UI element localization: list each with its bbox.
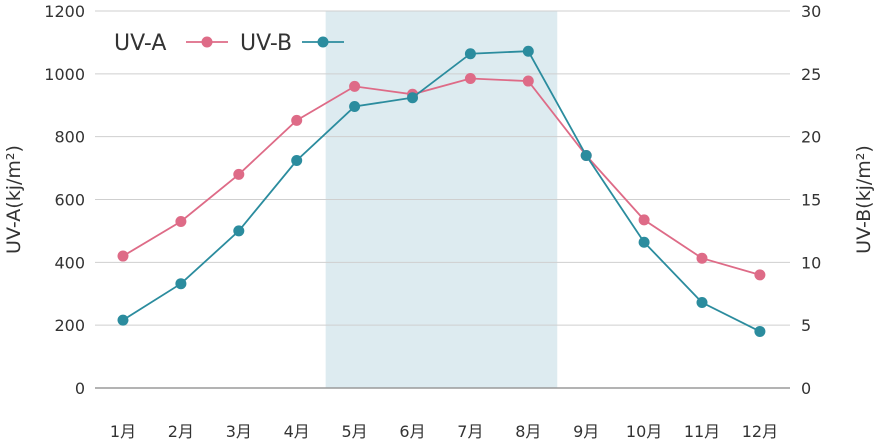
legend-label-uv-b: UV-B (240, 31, 292, 56)
x-tick-label: 2月 (168, 422, 194, 441)
data-point-uv-a (638, 214, 650, 226)
data-point-uv-a (696, 252, 708, 264)
axis-labels: 0 200 400 600 800 1000 1200 0 5 10 15 20 25 30 1月 2月 3月 4… (3, 2, 875, 441)
data-point-uv-a (349, 80, 361, 92)
data-point-uv-a (291, 114, 303, 126)
y-right-tick-label: 25 (801, 65, 821, 84)
x-tick-label: 7月 (457, 422, 483, 441)
y-left-tick-label: 400 (54, 253, 85, 272)
y-right-tick-label: 20 (801, 128, 821, 147)
legend-marker-uv-a (201, 36, 213, 48)
data-point-uv-a (754, 269, 766, 281)
x-tick-label: 3月 (226, 422, 252, 441)
legend: UV-A UV-B (114, 31, 344, 56)
y-left-tick-label: 1000 (44, 65, 85, 84)
data-point-uv-b (522, 45, 534, 57)
data-point-uv-a (117, 250, 129, 262)
data-point-uv-b (233, 225, 245, 237)
legend-marker-uv-b (317, 36, 329, 48)
data-point-uv-b (464, 48, 476, 60)
data-point-uv-b (349, 101, 361, 113)
y-right-tick-label: 15 (801, 191, 821, 210)
y-left-tick-label: 1200 (44, 2, 85, 21)
data-point-uv-b (580, 150, 592, 162)
legend-label-uv-a: UV-A (114, 31, 166, 56)
y-left-tick-label: 800 (54, 128, 85, 147)
data-point-uv-b (117, 314, 129, 326)
series-line-uv-a (122, 77, 761, 276)
x-tick-label: 12月 (742, 422, 778, 441)
data-point-uv-a (522, 75, 534, 87)
y-right-tick-label: 30 (801, 2, 821, 21)
series-line-uv-b (122, 50, 761, 333)
x-tick-label: 9月 (573, 422, 599, 441)
x-tick-label: 5月 (342, 422, 368, 441)
data-point-uv-b (175, 278, 187, 290)
data-point-uv-a (175, 215, 187, 227)
data-point-uv-b (754, 325, 766, 337)
data-point-uv-b (696, 297, 708, 309)
y-right-axis-title: UV-B(kj/m²) (853, 145, 875, 254)
data-point-uv-a (464, 73, 476, 85)
x-tick-label: 1月 (110, 422, 136, 441)
y-right-tick-label: 0 (801, 379, 811, 398)
x-tick-label: 8月 (515, 422, 541, 441)
x-tick-label: 4月 (284, 422, 310, 441)
series-layer (117, 45, 766, 337)
data-point-uv-b (638, 236, 650, 248)
x-tick-label: 6月 (399, 422, 425, 441)
x-tick-label: 11月 (684, 422, 720, 441)
y-right-tick-label: 5 (801, 316, 811, 335)
data-point-uv-a (233, 168, 245, 180)
data-point-uv-b (291, 155, 303, 167)
y-left-tick-label: 200 (54, 316, 85, 335)
y-left-tick-label: 0 (75, 379, 85, 398)
y-left-tick-label: 600 (54, 191, 85, 210)
x-tick-label: 10月 (626, 422, 662, 441)
y-left-axis-title: UV-A(kj/m²) (3, 145, 25, 254)
data-point-uv-b (407, 92, 418, 104)
y-right-tick-label: 10 (801, 253, 821, 272)
